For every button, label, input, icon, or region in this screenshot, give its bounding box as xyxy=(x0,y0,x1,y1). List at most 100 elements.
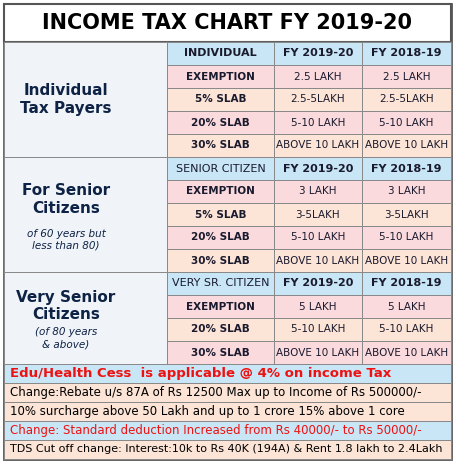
Bar xyxy=(362,157,451,180)
Text: EXEMPTION: EXEMPTION xyxy=(186,187,255,196)
Text: Change: Standard deduction Increased from Rs 40000/- to Rs 50000/-: Change: Standard deduction Increased fro… xyxy=(10,424,422,437)
Text: Change:Rebate u/s 87A of Rs 12500 Max up to Income of Rs 500000/-: Change:Rebate u/s 87A of Rs 12500 Max up… xyxy=(10,386,421,399)
Bar xyxy=(167,249,273,272)
Text: 2.5-5LAKH: 2.5-5LAKH xyxy=(291,94,345,105)
Text: 2.5-5LAKH: 2.5-5LAKH xyxy=(379,94,434,105)
Text: 10% surcharge above 50 Lakh and up to 1 crore 15% above 1 core: 10% surcharge above 50 Lakh and up to 1 … xyxy=(10,405,405,418)
Text: ABOVE 10 LAKH: ABOVE 10 LAKH xyxy=(276,348,359,357)
Text: FY 2018-19: FY 2018-19 xyxy=(371,163,442,174)
Bar xyxy=(273,272,362,295)
Bar xyxy=(362,341,451,364)
Bar xyxy=(362,249,451,272)
Text: FY 2018-19: FY 2018-19 xyxy=(371,49,442,58)
Text: 3-5LAKH: 3-5LAKH xyxy=(296,209,340,219)
Text: 30% SLAB: 30% SLAB xyxy=(191,256,250,265)
Bar xyxy=(362,88,451,111)
Bar xyxy=(362,203,451,226)
Bar xyxy=(273,42,362,65)
Text: EXEMPTION: EXEMPTION xyxy=(186,71,255,81)
Text: 5 LAKH: 5 LAKH xyxy=(299,301,337,312)
Bar xyxy=(4,383,451,402)
Bar xyxy=(4,42,167,157)
Bar xyxy=(167,226,273,249)
Bar xyxy=(167,42,273,65)
Text: 20% SLAB: 20% SLAB xyxy=(191,232,250,243)
Bar xyxy=(362,134,451,157)
Text: 20% SLAB: 20% SLAB xyxy=(191,325,250,334)
Bar xyxy=(273,65,362,88)
Bar xyxy=(362,42,451,65)
Text: 3 LAKH: 3 LAKH xyxy=(388,187,425,196)
Text: (of 80 years
& above): (of 80 years & above) xyxy=(35,327,97,349)
Text: ABOVE 10 LAKH: ABOVE 10 LAKH xyxy=(365,256,448,265)
Bar xyxy=(167,295,273,318)
Text: 5% SLAB: 5% SLAB xyxy=(195,94,246,105)
Text: ABOVE 10 LAKH: ABOVE 10 LAKH xyxy=(365,348,448,357)
Bar xyxy=(4,421,451,440)
Text: Edu/Health Cess  is applicable @ 4% on income Tax: Edu/Health Cess is applicable @ 4% on in… xyxy=(10,367,391,380)
Text: 5 LAKH: 5 LAKH xyxy=(388,301,425,312)
Bar xyxy=(273,88,362,111)
Bar xyxy=(4,272,167,364)
Text: Very Senior
Citizens: Very Senior Citizens xyxy=(16,290,116,322)
Bar xyxy=(4,364,451,383)
Bar xyxy=(273,203,362,226)
Text: INCOME TAX CHART FY 2019-20: INCOME TAX CHART FY 2019-20 xyxy=(42,13,413,33)
Bar xyxy=(273,318,362,341)
Text: 5-10 LAKH: 5-10 LAKH xyxy=(379,232,434,243)
Text: 5-10 LAKH: 5-10 LAKH xyxy=(291,325,345,334)
Bar xyxy=(273,249,362,272)
Text: 5-10 LAKH: 5-10 LAKH xyxy=(379,118,434,127)
Bar xyxy=(4,4,451,42)
Bar xyxy=(273,295,362,318)
Bar xyxy=(362,111,451,134)
Text: INDIVIDUAL: INDIVIDUAL xyxy=(184,49,257,58)
Bar xyxy=(362,272,451,295)
Text: SENIOR CITIZEN: SENIOR CITIZEN xyxy=(176,163,265,174)
Bar xyxy=(362,180,451,203)
Text: FY 2019-20: FY 2019-20 xyxy=(283,49,353,58)
Bar xyxy=(362,295,451,318)
Text: 3-5LAKH: 3-5LAKH xyxy=(384,209,429,219)
Bar xyxy=(4,402,451,421)
Bar xyxy=(4,157,167,272)
Text: Individual
Tax Payers: Individual Tax Payers xyxy=(20,83,112,116)
Bar xyxy=(273,180,362,203)
Text: FY 2019-20: FY 2019-20 xyxy=(283,163,353,174)
Text: ABOVE 10 LAKH: ABOVE 10 LAKH xyxy=(276,256,359,265)
Bar xyxy=(167,65,273,88)
Text: VERY SR. CITIZEN: VERY SR. CITIZEN xyxy=(172,279,269,288)
Bar xyxy=(273,134,362,157)
Bar xyxy=(167,318,273,341)
Text: FY 2018-19: FY 2018-19 xyxy=(371,279,442,288)
Text: of 60 years but
less than 80): of 60 years but less than 80) xyxy=(26,229,106,250)
Bar xyxy=(362,318,451,341)
Text: 5-10 LAKH: 5-10 LAKH xyxy=(379,325,434,334)
Bar xyxy=(4,42,451,364)
Bar xyxy=(273,226,362,249)
Text: TDS Cut off change: Interest:10k to Rs 40K (194A) & Rent 1.8 lakh to 2.4Lakh: TDS Cut off change: Interest:10k to Rs 4… xyxy=(10,444,443,455)
Bar xyxy=(167,111,273,134)
Text: 30% SLAB: 30% SLAB xyxy=(191,348,250,357)
Bar xyxy=(167,88,273,111)
Text: 5-10 LAKH: 5-10 LAKH xyxy=(291,232,345,243)
Bar xyxy=(4,440,451,459)
Text: 20% SLAB: 20% SLAB xyxy=(191,118,250,127)
Bar xyxy=(167,157,273,180)
Text: EXEMPTION: EXEMPTION xyxy=(186,301,255,312)
Text: ABOVE 10 LAKH: ABOVE 10 LAKH xyxy=(276,140,359,150)
Text: ABOVE 10 LAKH: ABOVE 10 LAKH xyxy=(365,140,448,150)
Bar xyxy=(273,157,362,180)
Bar xyxy=(167,203,273,226)
Bar xyxy=(167,180,273,203)
Text: 5% SLAB: 5% SLAB xyxy=(195,209,246,219)
Bar xyxy=(167,341,273,364)
Bar xyxy=(273,341,362,364)
Text: 3 LAKH: 3 LAKH xyxy=(299,187,337,196)
Bar xyxy=(362,65,451,88)
Text: 5-10 LAKH: 5-10 LAKH xyxy=(291,118,345,127)
Text: 30% SLAB: 30% SLAB xyxy=(191,140,250,150)
Text: For Senior
Citizens: For Senior Citizens xyxy=(22,183,110,216)
Bar xyxy=(167,272,273,295)
Bar xyxy=(167,134,273,157)
